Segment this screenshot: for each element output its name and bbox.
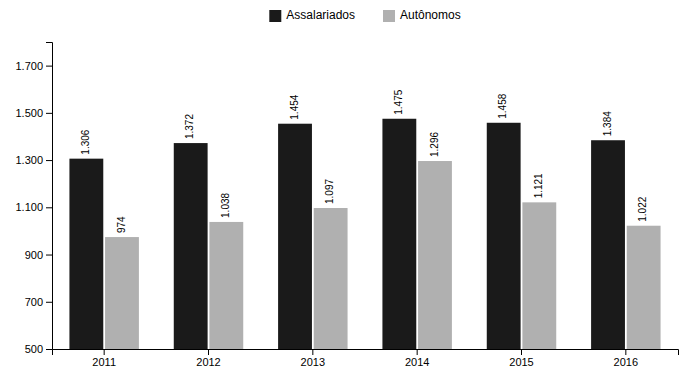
data-label: 1.306: [80, 129, 91, 154]
bar: [105, 237, 139, 349]
bar: [174, 143, 208, 349]
tick-label: 500: [25, 343, 43, 355]
bar: [418, 161, 452, 349]
tick-mark: [521, 349, 522, 355]
bar: [278, 124, 312, 349]
bar: [522, 202, 556, 349]
tick: 1.700: [15, 60, 52, 72]
tick-mark: [46, 349, 52, 350]
axis-line: [46, 43, 53, 350]
tick-label: 1.700: [15, 60, 43, 72]
tick: 2013: [301, 349, 325, 368]
data-label: 1.372: [184, 114, 195, 139]
tick-label: 2011: [92, 356, 116, 368]
legend-label: Assalariados: [286, 8, 355, 22]
tick: 2012: [196, 349, 220, 368]
tick-mark: [312, 349, 313, 355]
plot: 1.306 1.372 1.454 1.475 1.458 1.384 974 1.038 1.…: [15, 43, 678, 368]
bar: [487, 123, 521, 349]
bars: [69, 119, 660, 349]
tick-label: 1.100: [15, 201, 43, 213]
tick: 1.500: [15, 107, 52, 119]
tick-label: 1.500: [15, 107, 43, 119]
bar: [69, 159, 103, 349]
tick-mark: [625, 349, 626, 355]
tick-label: 900: [25, 249, 43, 261]
legend-swatch: [383, 10, 395, 22]
legend-item: Autônomos: [383, 8, 461, 22]
bar: [627, 226, 661, 349]
tick-label: 2016: [614, 356, 638, 368]
chart: 1.306 1.372 1.454 1.475 1.458 1.384 974 1.038 1.…: [0, 0, 698, 381]
tick-label: 2015: [509, 356, 533, 368]
data-labels: 1.306 1.372 1.454 1.475 1.458 1.384 974 1.038 1.…: [80, 89, 648, 233]
y-axis: 500 700 900 1.100 1.300 1.500 1.700: [15, 43, 52, 356]
data-label: 1.384: [602, 111, 613, 136]
tick: 500: [25, 343, 52, 355]
tick-mark: [46, 302, 52, 303]
data-label: 1.296: [429, 132, 440, 157]
bar: [382, 119, 416, 349]
legend-item: Assalariados: [269, 8, 355, 22]
tick: 2014: [405, 349, 429, 368]
tick-label: 2012: [196, 356, 220, 368]
data-label: 1.038: [220, 192, 231, 217]
tick-mark: [46, 113, 52, 114]
data-label: 1.454: [289, 94, 300, 119]
bar: [314, 208, 348, 349]
bar-series: [69, 119, 625, 349]
bar: [591, 140, 625, 349]
x-axis: 2011 2012 2013 2014 2015 2016: [53, 349, 679, 368]
tick-mark: [417, 349, 418, 355]
bar: [209, 222, 243, 349]
data-label: 1.458: [497, 93, 508, 118]
tick-mark: [208, 349, 209, 355]
tick-label: 1.300: [15, 154, 43, 166]
tick: 1.100: [15, 201, 52, 213]
tick-mark: [46, 207, 52, 208]
tick: 2016: [614, 349, 638, 368]
data-label: 974: [116, 216, 127, 233]
legend-label: Autônomos: [400, 8, 461, 22]
data-label: 1.097: [324, 179, 335, 204]
data-label: 1.475: [393, 89, 404, 114]
tick-label: 2014: [405, 356, 429, 368]
tick-mark: [46, 66, 52, 67]
tick: 700: [25, 296, 52, 308]
axis-line: [53, 350, 679, 356]
tick-mark: [46, 160, 52, 161]
tick-label: 2013: [301, 356, 325, 368]
tick: 900: [25, 249, 52, 261]
bar-series: [105, 161, 661, 349]
tick: 1.300: [15, 154, 52, 166]
data-label: 1.022: [637, 196, 648, 221]
legend-swatch: [269, 10, 281, 22]
tick-mark: [104, 349, 105, 355]
tick: 2015: [509, 349, 533, 368]
tick-label: 700: [25, 296, 43, 308]
data-label: 1.121: [533, 173, 544, 198]
legend: Assalariados Autônomos: [269, 8, 460, 22]
tick: 2011: [92, 349, 116, 368]
tick-mark: [46, 255, 52, 256]
